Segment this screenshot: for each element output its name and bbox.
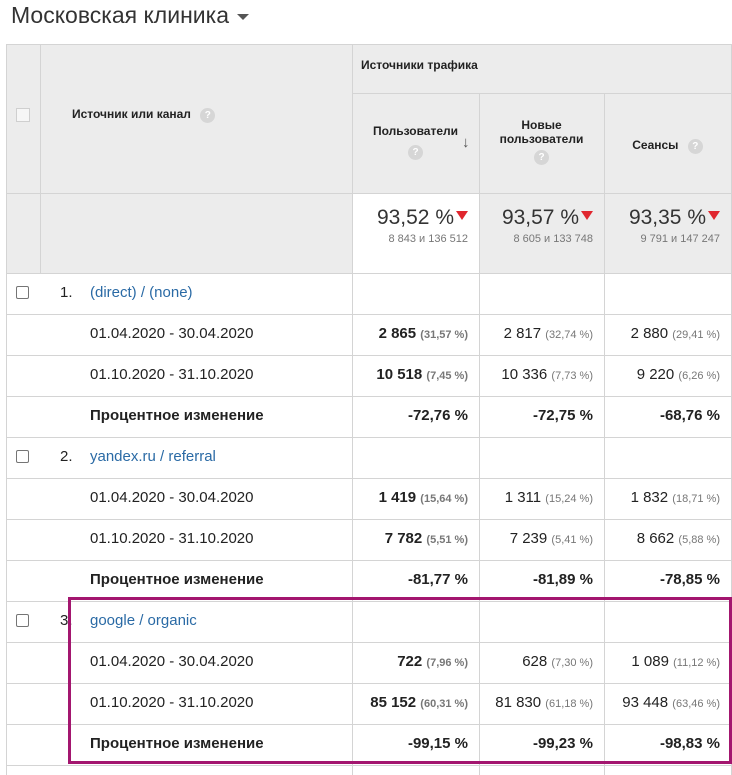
users-cell: 2 865 (31,57 %) — [378, 325, 468, 342]
down-arrow-icon — [708, 211, 720, 220]
sessions-change: -98,83 % — [659, 735, 720, 752]
totals-left-background — [6, 193, 352, 273]
sessions-change: -68,76 % — [659, 407, 720, 424]
date-range: 01.04.2020 - 30.04.2020 — [90, 325, 254, 342]
help-icon[interactable]: ? — [534, 150, 549, 165]
users-change: -99,15 % — [407, 735, 468, 752]
source-link[interactable]: google / organic — [90, 612, 197, 629]
total-new-users-value: 93,57 % — [502, 206, 593, 230]
sessions-cell: 1 832 (18,71 %) — [630, 489, 720, 506]
date-range: 01.10.2020 - 31.10.2020 — [90, 366, 254, 383]
total-users-detail: 8 843 и 136 512 — [388, 233, 468, 245]
new-users-change: -72,75 % — [532, 407, 593, 424]
column-header-new-users-line2: пользователи — [499, 132, 584, 146]
date-range: 01.10.2020 - 31.10.2020 — [90, 694, 254, 711]
sessions-cell: 1 089 (11,12 %) — [631, 653, 720, 670]
users-cell: 722 (7,96 %) — [397, 653, 468, 670]
new-users-cell: 81 830 (61,18 %) — [495, 694, 593, 711]
total-users-value: 93,52 % — [377, 206, 468, 230]
new-users-cell: 2 817 (32,74 %) — [503, 325, 593, 342]
date-range: 01.04.2020 - 30.04.2020 — [90, 653, 254, 670]
sort-descending-icon[interactable]: ↓ — [462, 134, 470, 151]
chevron-down-icon[interactable] — [236, 14, 249, 20]
sessions-cell: 9 220 (6,26 %) — [636, 366, 720, 383]
row-index: 1. — [60, 284, 73, 301]
source-link[interactable]: yandex.ru / referral — [90, 448, 216, 465]
total-sessions-value: 93,35 % — [629, 206, 720, 230]
column-header-users[interactable]: Пользователи ? — [352, 124, 479, 160]
new-users-cell: 10 336 (7,73 %) — [501, 366, 593, 383]
page-title-text: Московская клиника — [11, 2, 229, 28]
total-new-users-detail: 8 605 и 133 748 — [513, 233, 593, 245]
totals-right-background — [479, 193, 732, 273]
row-checkbox[interactable] — [16, 614, 29, 627]
new-users-change: -99,23 % — [532, 735, 593, 752]
users-change: -81,77 % — [407, 571, 468, 588]
help-icon[interactable]: ? — [408, 145, 423, 160]
row-index: 2. — [60, 448, 73, 465]
new-users-cell: 7 239 (5,41 %) — [509, 530, 593, 547]
date-range: 01.04.2020 - 30.04.2020 — [90, 489, 254, 506]
total-sessions-detail: 9 791 и 147 247 — [640, 233, 720, 245]
users-cell: 7 782 (5,51 %) — [384, 530, 468, 547]
new-users-change: -81,89 % — [532, 571, 593, 588]
down-arrow-icon — [581, 211, 593, 220]
header-background — [6, 44, 732, 193]
row-index: 3. — [60, 612, 73, 629]
users-cell: 1 419 (15,64 %) — [378, 489, 468, 506]
down-arrow-icon — [456, 211, 468, 220]
page-title[interactable]: Московская клиника — [11, 2, 249, 29]
users-change: -72,76 % — [407, 407, 468, 424]
traffic-table: Источник или канал ? Источники трафика П… — [6, 44, 732, 775]
select-all-checkbox[interactable] — [16, 108, 30, 122]
sessions-cell: 93 448 (63,46 %) — [622, 694, 720, 711]
sessions-change: -78,85 % — [659, 571, 720, 588]
dimension-header-label: Источник или канал — [72, 107, 191, 121]
users-cell: 10 518 (7,45 %) — [376, 366, 468, 383]
source-link[interactable]: (direct) / (none) — [90, 284, 193, 301]
change-label: Процентное изменение — [90, 735, 264, 752]
column-header-users-label: Пользователи — [372, 124, 459, 138]
help-icon[interactable]: ? — [200, 108, 216, 123]
column-header-new-users-line1: Новые — [521, 118, 562, 132]
column-header-sessions[interactable]: Сеансы ? — [604, 138, 731, 154]
row-checkbox[interactable] — [16, 450, 29, 463]
change-label: Процентное изменение — [90, 407, 264, 424]
group-header: Источники трафика — [361, 58, 478, 72]
sessions-cell: 8 662 (5,88 %) — [636, 530, 720, 547]
column-header-new-users[interactable]: Новые пользователи ? — [479, 118, 604, 165]
dimension-header[interactable]: Источник или канал ? — [72, 107, 216, 123]
users-cell: 85 152 (60,31 %) — [370, 694, 468, 711]
new-users-cell: 628 (7,30 %) — [522, 653, 593, 670]
sessions-cell: 2 880 (29,41 %) — [630, 325, 720, 342]
row-checkbox[interactable] — [16, 286, 29, 299]
change-label: Процентное изменение — [90, 571, 264, 588]
column-header-sessions-label: Сеансы — [632, 138, 679, 152]
date-range: 01.10.2020 - 31.10.2020 — [90, 530, 254, 547]
help-icon[interactable]: ? — [687, 139, 703, 154]
new-users-cell: 1 311 (15,24 %) — [504, 489, 593, 506]
